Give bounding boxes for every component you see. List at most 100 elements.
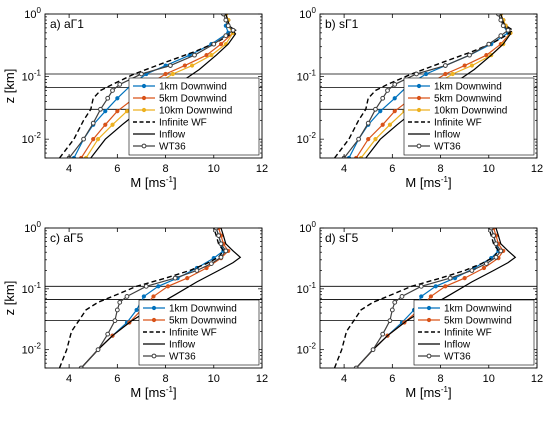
data-point-5-14: [498, 17, 504, 23]
y-tick-label: 100: [299, 6, 316, 21]
data-point-5-12: [230, 27, 236, 33]
x-tick-label: 8: [162, 163, 168, 175]
data-point-4-13: [493, 241, 499, 247]
data-point-4-3: [112, 318, 118, 324]
series-line-3: [58, 14, 237, 158]
legend-label: Inflow: [169, 340, 196, 351]
data-point-5-10: [486, 41, 492, 47]
data-point-2-1: [373, 137, 378, 142]
x-tick-label: 4: [341, 163, 347, 175]
series-line-3: [333, 14, 515, 158]
data-point-5-7: [414, 71, 419, 77]
data-point-2-6: [450, 71, 455, 77]
x-tick-label: 8: [162, 373, 168, 385]
data-point-4-13: [218, 241, 224, 247]
y-tick-label: 10-2: [297, 342, 317, 357]
panel-2: 4 6 8 10 12 100 10-1 10-2 c) aΓ5 M [ms-1] z [km] 1k…: [2, 220, 268, 400]
data-point-4-3: [387, 318, 393, 324]
data-point-5-3: [373, 106, 378, 112]
data-point-1-6: [163, 71, 168, 77]
legend-marker: [151, 317, 157, 323]
series-line-5: [68, 14, 235, 158]
data-point-5-11: [223, 33, 229, 39]
legend-marker: [141, 107, 147, 113]
x-tick-label: 12: [531, 373, 543, 385]
legend-label: 1km Downwind: [169, 304, 237, 315]
series-line-4: [355, 228, 502, 368]
x-tick-label: 12: [256, 373, 268, 385]
data-point-4-2: [380, 331, 386, 337]
legend-item: Infinite WF: [418, 328, 492, 339]
legend-label: WT36: [169, 352, 196, 363]
x-tick-label: 4: [66, 373, 72, 385]
legend-item: 10km Downwind: [133, 106, 232, 117]
legend-item: 5km Downwind: [408, 94, 502, 105]
data-point-4-8: [172, 275, 178, 281]
data-point-1-9: [218, 42, 224, 47]
legend-item: Inflow: [143, 340, 196, 351]
data-point-0-4: [134, 307, 139, 313]
legend-marker: [416, 143, 422, 149]
data-point-5-7: [139, 71, 144, 77]
y-tick-label: 10-2: [22, 342, 42, 357]
legend-item: Inflow: [133, 130, 186, 141]
data-point-5-3: [98, 106, 103, 112]
legend-label: WT36: [159, 142, 186, 153]
legend-item: Inflow: [408, 130, 461, 141]
series-line-3: [355, 228, 517, 368]
data-point-1-6: [443, 71, 448, 77]
data-point-5-14: [223, 17, 229, 23]
data-point-1-8: [484, 53, 489, 58]
panel-title: c) aΓ5: [50, 231, 84, 245]
legend-marker: [151, 353, 157, 359]
legend-item: Infinite WF: [408, 118, 482, 129]
legend-marker: [426, 353, 432, 359]
data-point-4-10: [483, 261, 489, 266]
y-tick-label: 10-1: [22, 281, 42, 296]
data-point-1-1: [91, 137, 96, 142]
legend-label: Inflow: [159, 130, 186, 141]
x-axis-label: M [ms-1]: [130, 175, 176, 190]
x-tick-label: 6: [114, 163, 120, 175]
data-point-4-14: [216, 233, 222, 239]
legend-label: 1km Downwind: [444, 304, 512, 315]
data-point-4-0: [353, 365, 359, 368]
legend-label: Infinite WF: [434, 118, 482, 129]
data-point-5-8: [442, 63, 448, 68]
data-point-4-11: [493, 254, 499, 260]
x-tick-label: 10: [208, 163, 220, 175]
data-point-5-8: [167, 63, 173, 68]
x-tick-label: 8: [437, 373, 443, 385]
x-tick-label: 10: [483, 373, 495, 385]
data-point-0-6: [156, 284, 161, 289]
panel-1: 4 6 8 10 12 100 10-1 10-2 b) sΓ1 M [ms-1] 1km Down…: [297, 6, 544, 190]
y-tick-label: 10-2: [297, 131, 317, 146]
data-point-5-2: [365, 120, 371, 126]
series-markers-5: [66, 14, 236, 158]
x-tick-label: 6: [389, 373, 395, 385]
data-point-4-7: [418, 283, 424, 289]
data-point-4-9: [469, 268, 475, 273]
legend-label: 10km Downwind: [434, 106, 507, 117]
legend-label: Inflow: [434, 130, 461, 141]
data-point-1-2: [103, 122, 108, 127]
legend-label: Infinite WF: [169, 328, 217, 339]
series-line-3: [80, 228, 242, 368]
series-line-2: [58, 228, 225, 368]
data-point-1-7: [462, 63, 467, 68]
legend-item: 10km Downwind: [408, 106, 507, 117]
legend-item: 1km Downwind: [143, 304, 237, 315]
data-point-2-7: [469, 63, 475, 68]
data-point-1-2: [380, 122, 385, 127]
x-tick-label: 12: [256, 163, 268, 175]
series-markers-5: [341, 14, 511, 158]
legend-label: 1km Downwind: [434, 82, 502, 93]
data-point-4-6: [124, 294, 130, 299]
legend-label: Infinite WF: [159, 118, 207, 129]
data-point-4-2: [105, 331, 111, 337]
legend-label: 10km Downwind: [159, 106, 232, 117]
legend-item: WT36: [143, 352, 196, 363]
x-tick-label: 8: [437, 163, 443, 175]
